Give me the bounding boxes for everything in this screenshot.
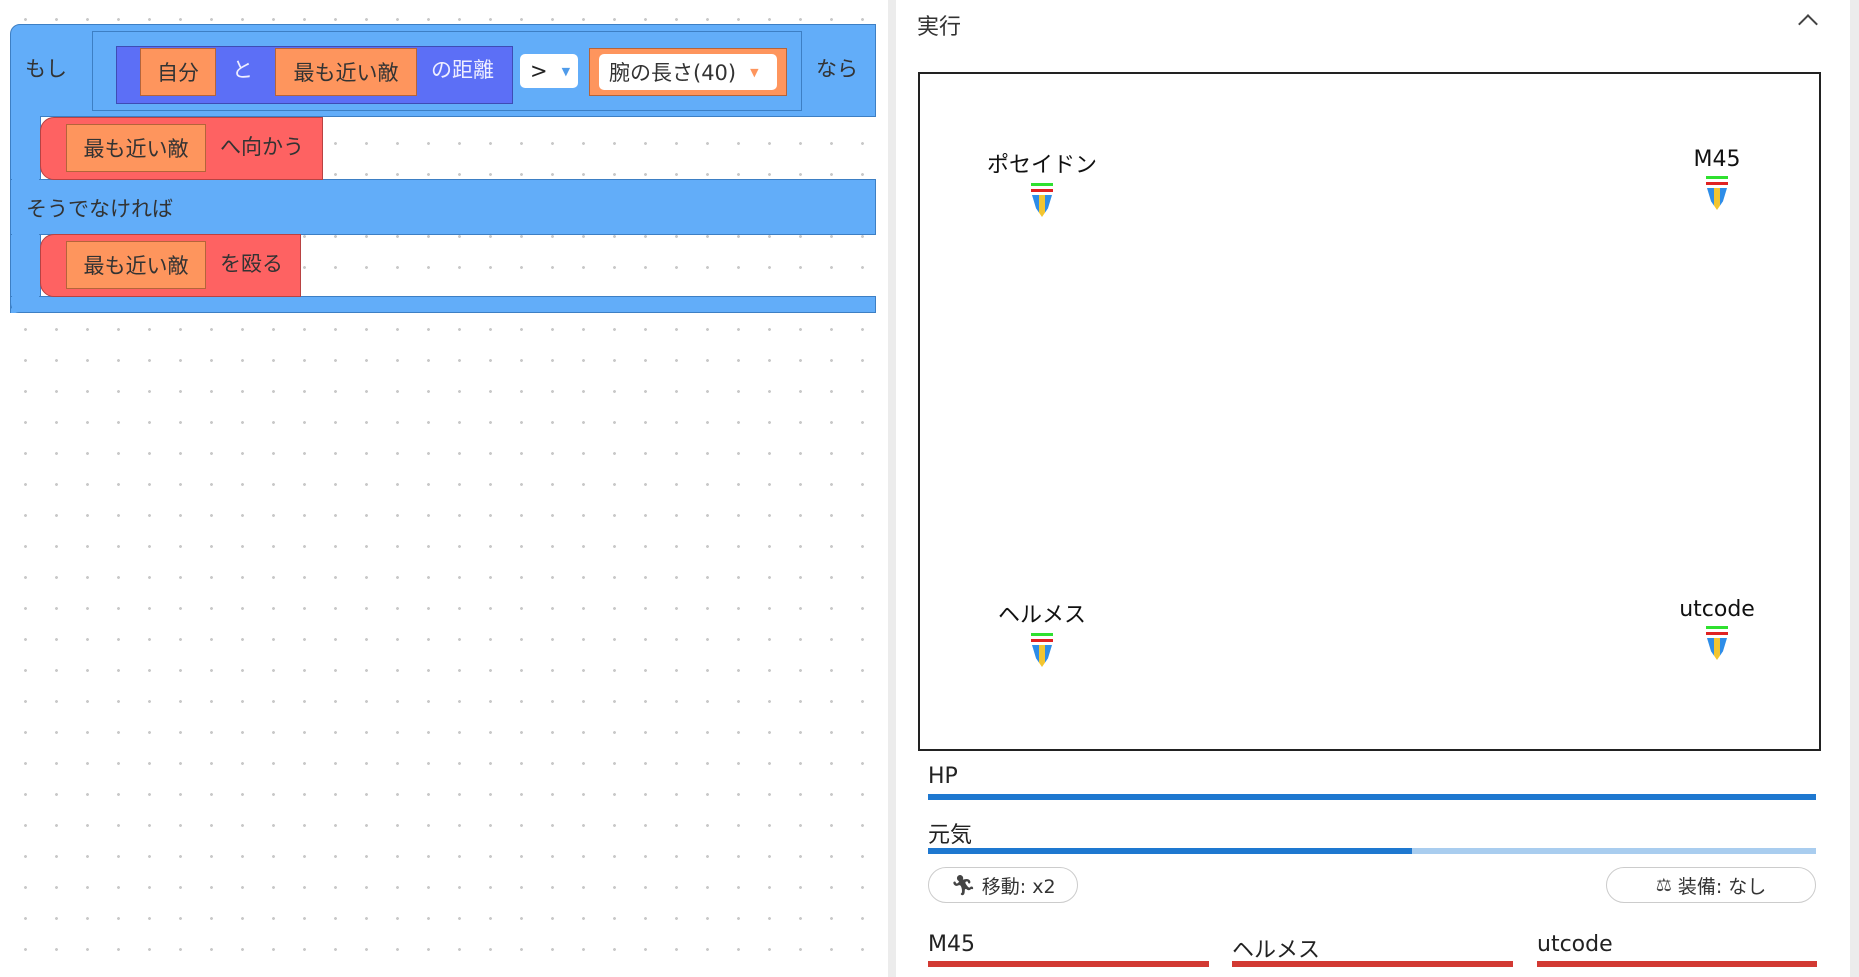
move-toward-label: へ向かう bbox=[220, 135, 304, 159]
energy-bar bbox=[928, 848, 1816, 854]
block-workspace[interactable]: もし 自分 と 最も近い敵 の距離 > ▼ 腕の長さ(40) ▼ なら 最も近い… bbox=[0, 0, 888, 977]
dropdown-arrow-icon: ▼ bbox=[750, 65, 759, 79]
character-hermes: ヘルメス bbox=[942, 597, 1142, 669]
move-speed-label: 移動: x2 bbox=[981, 875, 1056, 898]
character-poseidon: ポセイドン bbox=[942, 147, 1142, 219]
robot-sprite-icon bbox=[1029, 633, 1055, 669]
move-target-block[interactable]: 最も近い敵 bbox=[66, 124, 206, 172]
hp-label: HP bbox=[928, 764, 958, 789]
scrollbar[interactable] bbox=[1850, 0, 1859, 977]
else-label: そうでなければ bbox=[26, 197, 173, 221]
then-label: なら bbox=[816, 57, 858, 81]
robot-sprite-icon bbox=[1029, 183, 1055, 219]
character-name: ヘルメス bbox=[997, 603, 1086, 628]
character-name: ポセイドン bbox=[986, 153, 1097, 178]
enemy-name: utcode bbox=[1537, 932, 1613, 957]
operator-dropdown[interactable]: > ▼ bbox=[520, 54, 578, 88]
operator-value: > bbox=[530, 59, 548, 83]
equipment-button[interactable]: ⚖ 装備: なし bbox=[1606, 867, 1816, 903]
character-utcode: utcode bbox=[1617, 597, 1817, 662]
running-icon: 🏃︎ bbox=[950, 873, 976, 897]
arm-length-dropdown[interactable]: 腕の長さ(40) ▼ bbox=[599, 54, 777, 90]
dropdown-arrow-icon: ▼ bbox=[561, 64, 571, 78]
game-stage: ポセイドン M45 ヘルメス utcode bbox=[918, 72, 1821, 751]
and-label: と bbox=[232, 58, 253, 82]
distance-label: の距離 bbox=[431, 58, 494, 82]
punch-label: を殴る bbox=[220, 252, 283, 276]
character-name: utcode bbox=[1679, 597, 1755, 622]
character-name: M45 bbox=[1693, 147, 1741, 172]
panel-title: 実行 bbox=[917, 15, 962, 40]
nearest-enemy-block[interactable]: 最も近い敵 bbox=[275, 48, 417, 96]
enemy-hp-bar bbox=[1232, 961, 1513, 967]
if-label: もし bbox=[25, 57, 67, 81]
energy-label: 元気 bbox=[928, 823, 973, 848]
enemy-hp-bar bbox=[928, 961, 1209, 967]
character-m45: M45 bbox=[1617, 147, 1817, 212]
enemy-hp-bar bbox=[1537, 961, 1817, 967]
arm-length-block[interactable]: 腕の長さ(40) ▼ bbox=[589, 48, 787, 96]
enemy-name: ヘルメス bbox=[1232, 938, 1321, 963]
move-speed-button[interactable]: 🏃︎ 移動: x2 bbox=[928, 867, 1078, 903]
self-block[interactable]: 自分 bbox=[140, 48, 216, 96]
arm-length-value: 腕の長さ(40) bbox=[609, 61, 737, 85]
punch-target-block[interactable]: 最も近い敵 bbox=[66, 241, 206, 289]
enemy-name: M45 bbox=[928, 932, 975, 957]
collapse-chevron-icon[interactable] bbox=[1798, 14, 1818, 34]
hp-bar bbox=[928, 794, 1816, 800]
robot-sprite-icon bbox=[1704, 626, 1730, 662]
robot-sprite-icon bbox=[1704, 176, 1730, 212]
scale-icon: ⚖ bbox=[1655, 874, 1672, 896]
equipment-label: 装備: なし bbox=[1677, 875, 1767, 898]
panel-divider[interactable] bbox=[888, 0, 896, 977]
